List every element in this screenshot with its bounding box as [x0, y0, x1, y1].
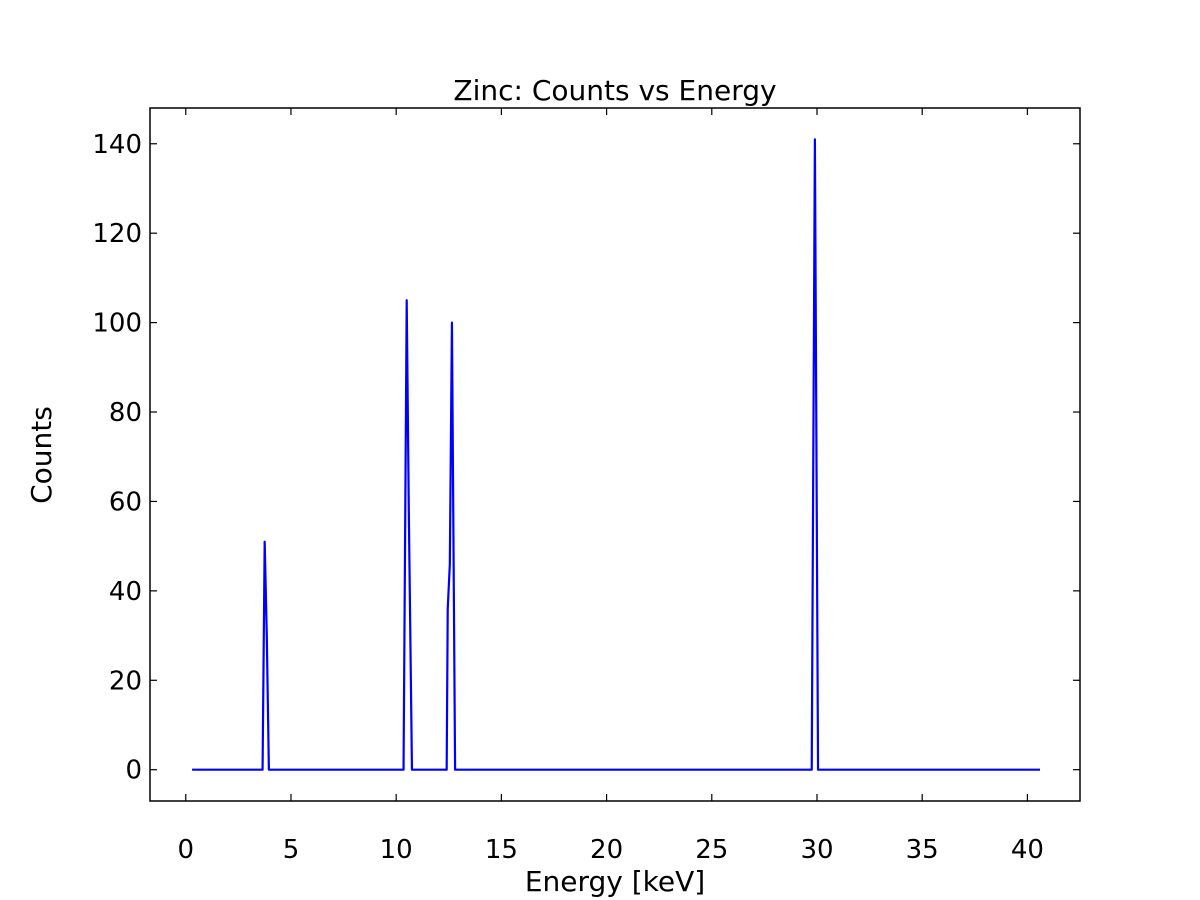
y-tick-label: 140 — [92, 130, 142, 160]
x-tick-label: 20 — [590, 835, 623, 865]
x-tick-label: 10 — [380, 835, 413, 865]
series-line — [192, 138, 1041, 771]
plot-area — [149, 107, 1081, 802]
y-axis-label: Counts — [25, 406, 58, 504]
y-tick-label: 0 — [125, 756, 142, 786]
x-tick-label: 35 — [906, 835, 939, 865]
y-tick-label: 40 — [109, 577, 142, 607]
x-tick-label: 0 — [177, 835, 194, 865]
y-tick-label: 120 — [92, 219, 142, 249]
x-axis-label: Energy [keV] — [525, 865, 705, 898]
x-tick-label: 40 — [1011, 835, 1044, 865]
ticks — [150, 108, 1080, 801]
x-tick-label: 15 — [485, 835, 518, 865]
tick-labels: 0 5 10 15 20 25 30 35 40 0 20 40 60 80 100 120 140 — [92, 130, 1044, 865]
y-tick-label: 100 — [92, 309, 142, 339]
x-tick-label: 30 — [800, 835, 833, 865]
y-tick-label: 80 — [109, 398, 142, 428]
chart-title: Zinc: Counts vs Energy — [453, 74, 776, 107]
y-tick-label: 60 — [109, 487, 142, 517]
x-tick-label: 5 — [283, 835, 300, 865]
x-tick-label: 25 — [695, 835, 728, 865]
y-tick-label: 20 — [109, 666, 142, 696]
